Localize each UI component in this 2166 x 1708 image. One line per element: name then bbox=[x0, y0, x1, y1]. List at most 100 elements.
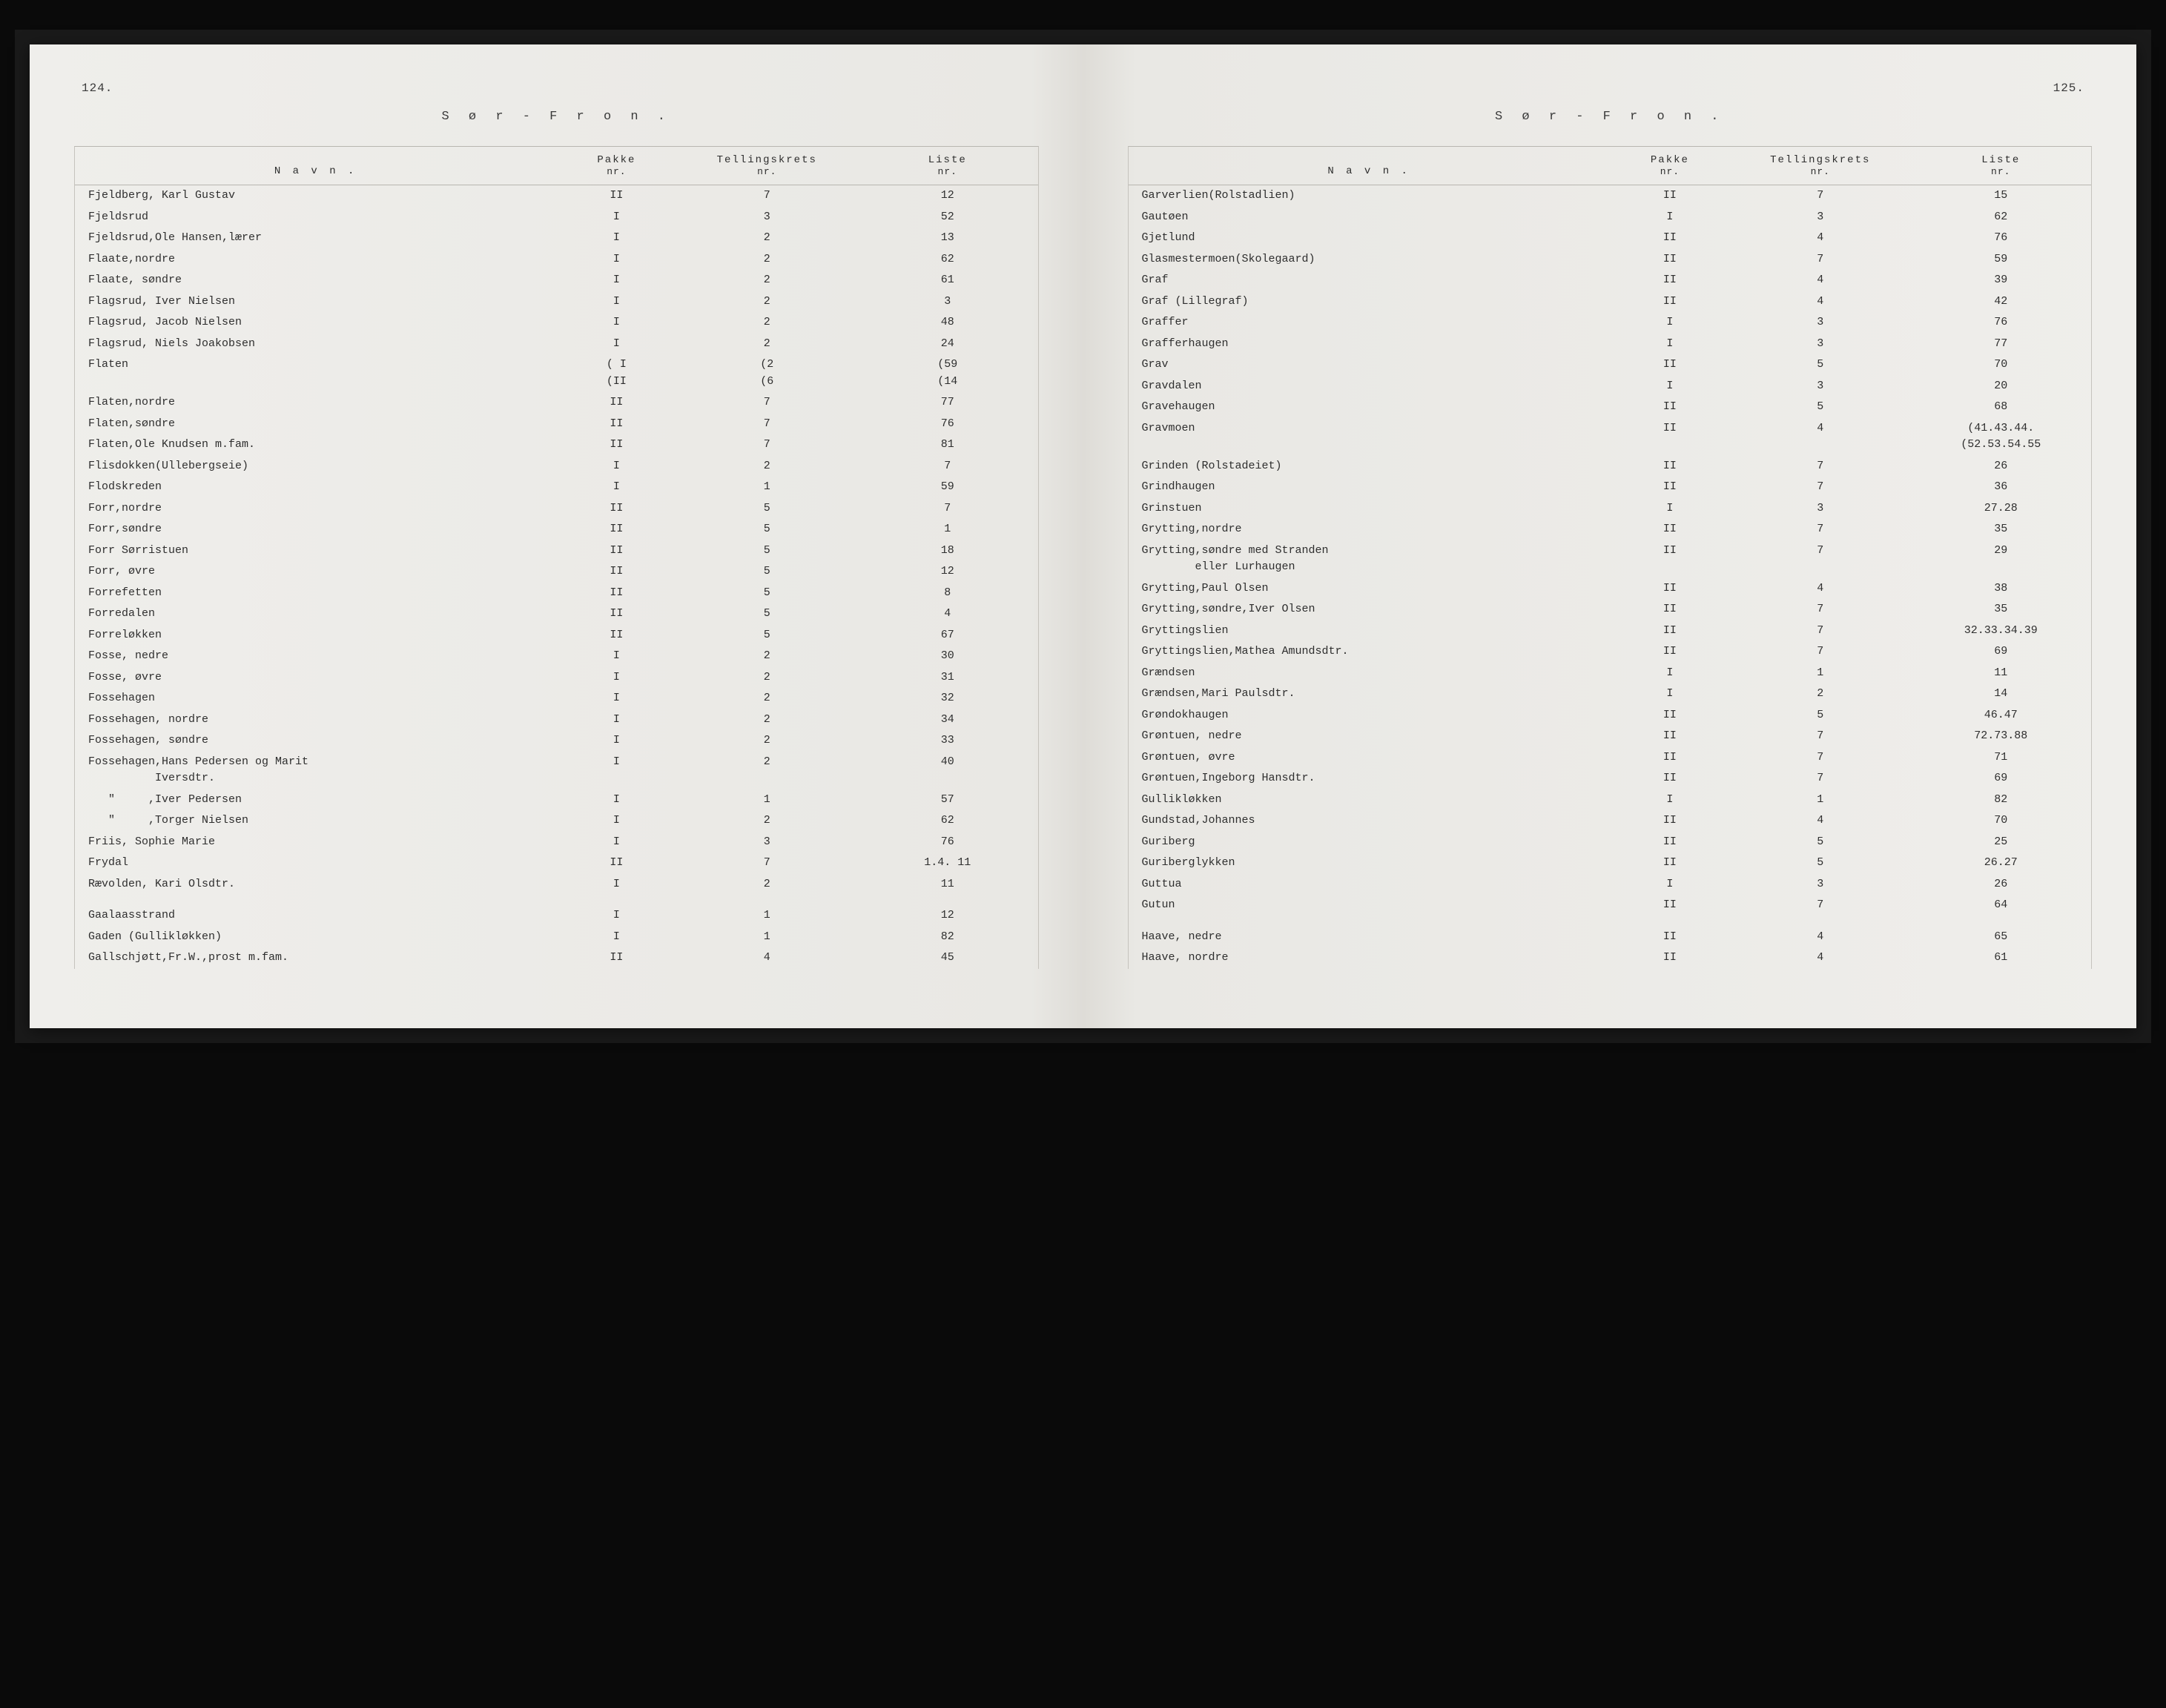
cell-krets: 7 bbox=[1730, 747, 1910, 769]
cell-pakke: II bbox=[1610, 270, 1730, 291]
cell-pakke: I bbox=[556, 905, 676, 927]
table-body-left: Fjeldberg, Karl GustavII712FjeldsrudI352… bbox=[75, 185, 1038, 969]
cell-name: Gravmoen bbox=[1129, 418, 1610, 456]
cell-name: Flaate, søndre bbox=[75, 270, 556, 291]
cell-krets: 2 bbox=[677, 312, 857, 334]
cell-pakke: II bbox=[556, 947, 676, 969]
cell-liste: 26 bbox=[1911, 874, 2092, 896]
cell-name: Fjeldberg, Karl Gustav bbox=[75, 185, 556, 207]
cell-krets: 1 bbox=[677, 790, 857, 811]
cell-liste: 33 bbox=[857, 730, 1038, 752]
table-row: FlodskredenI159 bbox=[75, 477, 1038, 498]
cell-name: Gryttingslien,Mathea Amundsdtr. bbox=[1129, 641, 1610, 663]
cell-krets: 7 bbox=[1730, 895, 1910, 916]
cell-liste: 82 bbox=[1911, 790, 2092, 811]
cell-pakke: II bbox=[556, 414, 676, 435]
cell-krets: 5 bbox=[1730, 354, 1910, 376]
cell-krets: 3 bbox=[677, 207, 857, 228]
cell-pakke: II bbox=[1610, 540, 1730, 578]
cell-krets: 7 bbox=[677, 185, 857, 207]
cell-krets: 2 bbox=[677, 688, 857, 709]
cell-pakke: II bbox=[1610, 456, 1730, 477]
table-row: ForredalenII54 bbox=[75, 603, 1038, 625]
cell-liste: 70 bbox=[1911, 810, 2092, 832]
table-row: " ,Torger NielsenI262 bbox=[75, 810, 1038, 832]
cell-krets: 7 bbox=[677, 853, 857, 874]
cell-name: Grændsen,Mari Paulsdtr. bbox=[1129, 683, 1610, 705]
cell-liste: 35 bbox=[1911, 519, 2092, 540]
table-row: Grytting,nordreII735 bbox=[1129, 519, 2092, 540]
cell-pakke: I bbox=[556, 790, 676, 811]
cell-liste: 68 bbox=[1911, 397, 2092, 418]
cell-liste: 12 bbox=[857, 185, 1038, 207]
cell-krets: 7 bbox=[677, 434, 857, 456]
cell-liste: 11 bbox=[1911, 663, 2092, 684]
cell-name: Gundstad,Johannes bbox=[1129, 810, 1610, 832]
cell-krets: 5 bbox=[677, 540, 857, 562]
cell-liste: 12 bbox=[857, 905, 1038, 927]
cell-krets: 4 bbox=[1730, 228, 1910, 249]
cell-pakke: II bbox=[556, 185, 676, 207]
cell-krets: 2 bbox=[677, 730, 857, 752]
table-row: Garverlien(Rolstadlien)II715 bbox=[1129, 185, 2092, 207]
table-row: Grøntuen, nedreII772.73.88 bbox=[1129, 726, 2092, 747]
cell-name: Grøndokhaugen bbox=[1129, 705, 1610, 726]
cell-name: " ,Torger Nielsen bbox=[75, 810, 556, 832]
cell-liste: 3 bbox=[857, 291, 1038, 313]
cell-liste: 76 bbox=[857, 832, 1038, 853]
cell-krets: 5 bbox=[677, 498, 857, 520]
left-page: 124. S ø r - F r o n . N a v n . Pakkenr… bbox=[30, 44, 1083, 1028]
cell-name: " ,Iver Pedersen bbox=[75, 790, 556, 811]
cell-krets: 4 bbox=[1730, 270, 1910, 291]
cell-name: Flaten,søndre bbox=[75, 414, 556, 435]
cell-name: Gaalaasstrand bbox=[75, 905, 556, 927]
cell-pakke: I bbox=[556, 832, 676, 853]
cell-liste: 45 bbox=[857, 947, 1038, 969]
cell-name: Grinstuen bbox=[1129, 498, 1610, 520]
cell-liste: 57 bbox=[857, 790, 1038, 811]
table-row: Fosse, øvreI231 bbox=[75, 667, 1038, 689]
col-header-krets: Tellingskretsnr. bbox=[677, 150, 857, 185]
table-row: Flagsrud, Jacob NielsenI248 bbox=[75, 312, 1038, 334]
table-row: Grøntuen,Ingeborg Hansdtr.II769 bbox=[1129, 768, 2092, 790]
cell-krets: 3 bbox=[1730, 498, 1910, 520]
cell-pakke: I bbox=[556, 334, 676, 355]
cell-liste: 76 bbox=[1911, 228, 2092, 249]
cell-liste: 77 bbox=[1911, 334, 2092, 355]
cell-pakke: II bbox=[556, 853, 676, 874]
cell-name: Grøntuen, nedre bbox=[1129, 726, 1610, 747]
cell-name: Fossehagen bbox=[75, 688, 556, 709]
cell-krets: 3 bbox=[1730, 334, 1910, 355]
table-row: Flisdokken(Ullebergseie)I27 bbox=[75, 456, 1038, 477]
cell-name: Flagsrud, Niels Joakobsen bbox=[75, 334, 556, 355]
cell-liste: 1.4. 11 bbox=[857, 853, 1038, 874]
table-row: GjetlundII476 bbox=[1129, 228, 2092, 249]
col-header-pakke: Pakkenr. bbox=[1610, 150, 1730, 185]
cell-pakke: II bbox=[1610, 853, 1730, 874]
spacer-cell bbox=[1129, 916, 2092, 927]
cell-name: Gullikløkken bbox=[1129, 790, 1610, 811]
cell-pakke: I bbox=[1610, 663, 1730, 684]
cell-liste: (59 (14 bbox=[857, 354, 1038, 392]
cell-name: Frydal bbox=[75, 853, 556, 874]
table-row: GaalaasstrandI112 bbox=[75, 905, 1038, 927]
cell-liste: 26.27 bbox=[1911, 853, 2092, 874]
cell-name: Guttua bbox=[1129, 874, 1610, 896]
table-row: Flaate,nordreI262 bbox=[75, 249, 1038, 271]
cell-liste: 32 bbox=[857, 688, 1038, 709]
table-frame-right: N a v n . Pakkenr. Tellingskretsnr. List… bbox=[1128, 146, 2093, 969]
cell-liste: 42 bbox=[1911, 291, 2092, 313]
table-row: FrydalII71.4. 11 bbox=[75, 853, 1038, 874]
cell-name: Grøntuen, øvre bbox=[1129, 747, 1610, 769]
col-header-krets: Tellingskretsnr. bbox=[1730, 150, 1910, 185]
cell-pakke: II bbox=[1610, 477, 1730, 498]
table-row: Flaten( I (II(2 (6(59 (14 bbox=[75, 354, 1038, 392]
cell-pakke: II bbox=[556, 498, 676, 520]
cell-name: Graf bbox=[1129, 270, 1610, 291]
cell-liste: 34 bbox=[857, 709, 1038, 731]
cell-krets: 4 bbox=[1730, 291, 1910, 313]
cell-pakke: II bbox=[556, 540, 676, 562]
cell-pakke: II bbox=[1610, 895, 1730, 916]
cell-krets: 5 bbox=[677, 603, 857, 625]
cell-name: Flaate,nordre bbox=[75, 249, 556, 271]
